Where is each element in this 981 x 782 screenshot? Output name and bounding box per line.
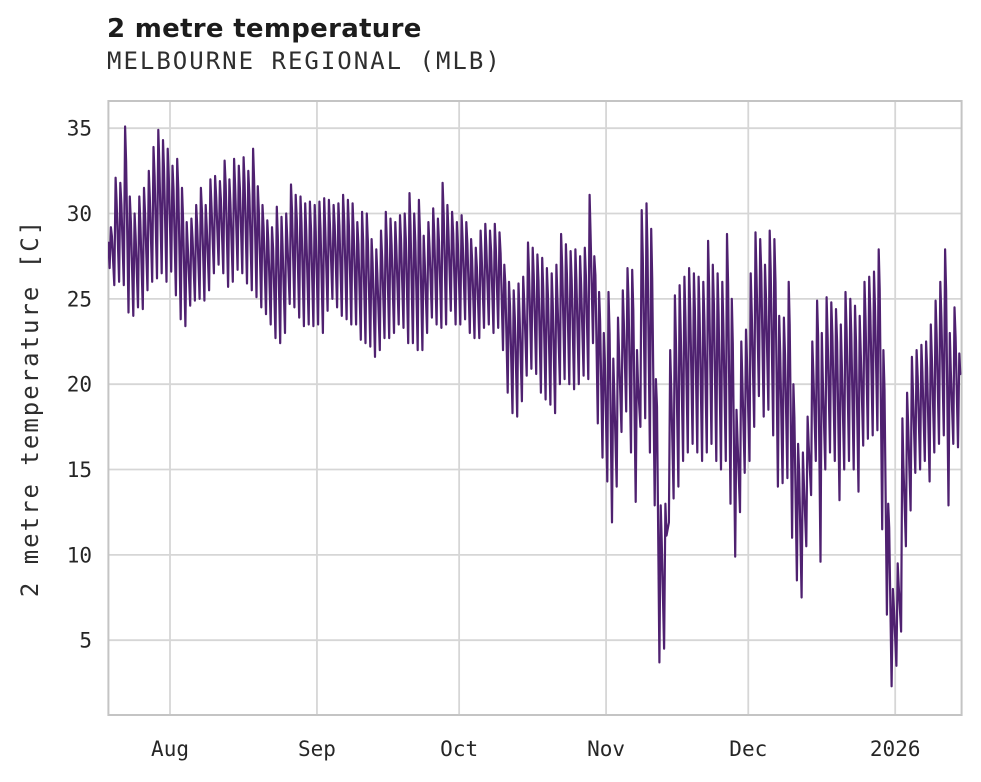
temperature-line-series <box>108 125 962 688</box>
x-axis-tick-labels: Aug Sep Oct Nov Dec 2026 <box>151 737 920 761</box>
y-tick-label: 20 <box>67 373 92 397</box>
chart-subtitle: MELBOURNE REGIONAL (MLB) <box>107 47 502 75</box>
y-axis-tick-labels: 5 10 15 20 25 30 35 <box>67 117 92 653</box>
page-title: 2 metre temperature <box>107 14 422 44</box>
y-tick-label: 10 <box>67 543 92 567</box>
x-tick-label: Dec <box>729 737 767 761</box>
y-tick-label: 30 <box>67 202 92 226</box>
y-tick-label: 25 <box>67 287 92 311</box>
x-tick-label: Nov <box>587 737 625 761</box>
plot-border <box>107 100 963 716</box>
x-tick-label: 2026 <box>870 737 921 761</box>
x-tick-label: Sep <box>298 737 336 761</box>
y-tick-label: 5 <box>79 629 92 653</box>
y-tick-label: 35 <box>67 117 92 141</box>
x-tick-label: Aug <box>151 737 189 761</box>
x-tick-label: Oct <box>440 737 478 761</box>
y-tick-label: 15 <box>67 458 92 482</box>
